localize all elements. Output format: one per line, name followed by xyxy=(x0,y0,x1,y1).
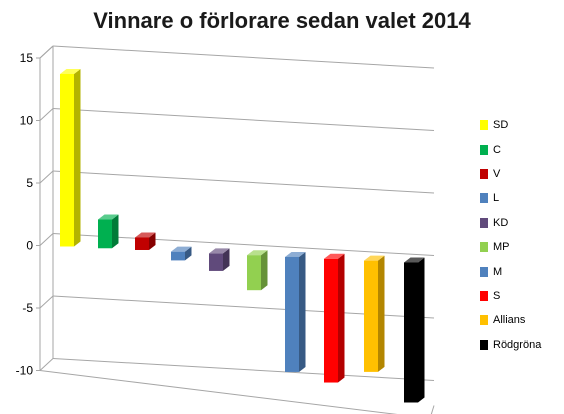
bar-S xyxy=(324,258,338,383)
bar-C xyxy=(98,219,112,249)
bar-SD-top xyxy=(60,69,81,74)
y-tick-label: 5 xyxy=(26,176,33,190)
bar-M xyxy=(285,256,299,372)
legend-item: S xyxy=(480,284,564,308)
bar-KD-top xyxy=(209,248,230,254)
chart-title: Vinnare o förlorare sedan valet 2014 xyxy=(93,8,471,33)
legend-label: V xyxy=(493,167,501,180)
bar-V-top xyxy=(135,232,156,238)
legend-swatch xyxy=(480,315,488,326)
grid-line xyxy=(52,108,435,131)
grid-line-side xyxy=(39,233,54,246)
legend: SD C V L KD MP M S Allians Rödgröna xyxy=(480,113,564,357)
bar-S-side xyxy=(338,253,345,383)
bar-Rödgröna-top xyxy=(404,257,425,263)
legend-label: SD xyxy=(493,119,509,132)
y-tick-label: -5 xyxy=(22,301,33,315)
legend-item: L xyxy=(480,186,564,210)
legend-swatch xyxy=(480,193,488,204)
grid-line-side xyxy=(39,108,54,121)
legend-label: C xyxy=(493,143,501,156)
bar-MP-side xyxy=(261,250,268,291)
legend-item: MP xyxy=(480,235,564,259)
floor-right-edge xyxy=(430,405,435,414)
bar-Allians-top xyxy=(364,255,385,261)
legend-swatch xyxy=(480,242,488,253)
bar-M-side xyxy=(299,251,306,372)
bar-SD xyxy=(60,74,74,247)
y-tick-label: 15 xyxy=(20,51,34,65)
bar-SD-side xyxy=(74,69,81,247)
legend-item: Rödgröna xyxy=(480,333,564,357)
y-tick-label: 10 xyxy=(20,114,34,128)
bar-M-top xyxy=(285,251,306,257)
grid-line xyxy=(52,45,435,69)
grid-line-side xyxy=(39,358,54,371)
legend-item: KD xyxy=(480,211,564,235)
floor-front-edge xyxy=(39,370,398,414)
legend-swatch xyxy=(480,266,488,277)
legend-item: C xyxy=(480,137,564,161)
grid-line-side xyxy=(39,170,54,184)
bar-KD xyxy=(209,253,223,271)
y-tick-label: -10 xyxy=(16,364,34,378)
bar-V-side xyxy=(149,232,156,250)
bar-MP-top xyxy=(247,250,268,256)
bar-L-side xyxy=(185,246,192,261)
bar-Rödgröna xyxy=(404,262,418,403)
bar-Allians xyxy=(364,260,378,372)
bar-L-top xyxy=(171,246,192,252)
grid-line-side xyxy=(39,295,54,309)
bar-MP xyxy=(247,255,261,291)
legend-label: M xyxy=(493,265,503,278)
bar-Rödgröna-side xyxy=(418,257,425,403)
bar-KD-side xyxy=(223,248,230,271)
legend-label: MP xyxy=(493,241,510,254)
legend-item: SD xyxy=(480,113,564,137)
bar-C-top xyxy=(98,214,119,220)
legend-label: S xyxy=(493,289,501,302)
legend-item: V xyxy=(480,162,564,186)
bar-V xyxy=(135,237,149,250)
grid-line xyxy=(52,170,435,194)
legend-swatch xyxy=(480,339,488,350)
legend-swatch xyxy=(480,290,488,301)
legend-item: Allians xyxy=(480,308,564,332)
bar-Allians-side xyxy=(378,255,385,372)
grid-line xyxy=(52,358,435,381)
legend-label: KD xyxy=(493,216,509,229)
legend-swatch xyxy=(480,120,488,131)
bar-L xyxy=(171,251,185,261)
y-tick-label: 0 xyxy=(26,239,33,253)
grid-line-side xyxy=(39,45,54,59)
legend-label: L xyxy=(493,192,500,205)
legend-swatch xyxy=(480,217,488,228)
bar-C-side xyxy=(112,214,119,249)
legend-label: Allians xyxy=(493,314,526,327)
legend-item: M xyxy=(480,259,564,283)
bar-S-top xyxy=(324,253,345,259)
legend-label: Rödgröna xyxy=(493,338,542,351)
legend-swatch xyxy=(480,144,488,155)
legend-swatch xyxy=(480,168,488,179)
